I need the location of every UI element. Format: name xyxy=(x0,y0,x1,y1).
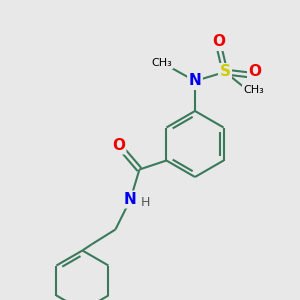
Text: N: N xyxy=(189,74,201,88)
Text: CH₃: CH₃ xyxy=(243,85,264,95)
Text: CH₃: CH₃ xyxy=(152,58,172,68)
Text: H: H xyxy=(141,196,150,209)
Text: O: O xyxy=(112,138,125,153)
Text: S: S xyxy=(220,64,230,80)
Text: O: O xyxy=(248,64,262,80)
Text: N: N xyxy=(124,192,137,207)
Text: O: O xyxy=(212,34,226,50)
